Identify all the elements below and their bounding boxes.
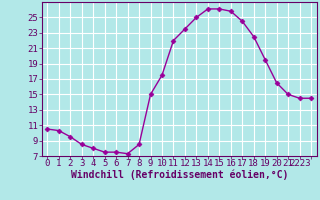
X-axis label: Windchill (Refroidissement éolien,°C): Windchill (Refroidissement éolien,°C) [70,170,288,180]
